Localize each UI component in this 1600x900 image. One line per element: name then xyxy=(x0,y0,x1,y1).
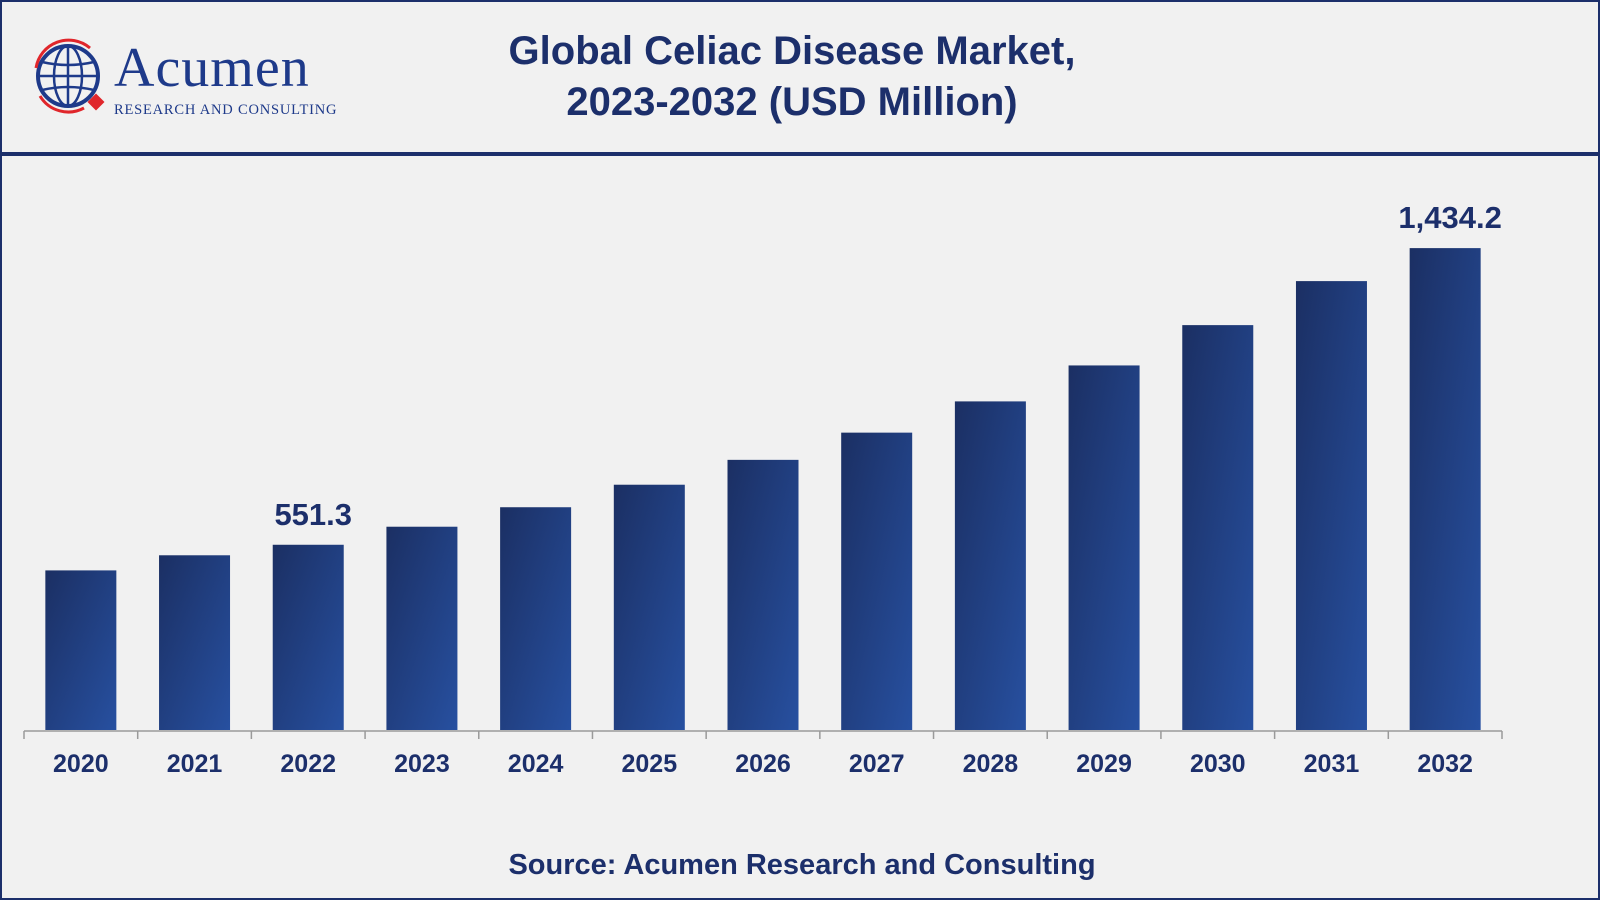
chart-title: Global Celiac Disease Market, 2023-2032 … xyxy=(402,26,1182,128)
data-label-2022: 551.3 xyxy=(274,497,352,532)
x-tick-label: 2024 xyxy=(508,750,564,778)
x-tick-label: 2029 xyxy=(1076,750,1132,778)
x-tick-label: 2027 xyxy=(849,750,905,778)
x-tick-label: 2025 xyxy=(621,750,677,778)
x-tick-label: 2030 xyxy=(1190,750,1246,778)
bar-2023 xyxy=(386,526,458,730)
x-tick-label: 2028 xyxy=(963,750,1019,778)
brand-logo: Acumen RESEARCH AND CONSULTING xyxy=(32,36,372,120)
globe-icon xyxy=(34,38,105,114)
x-tick-label: 2031 xyxy=(1304,750,1360,778)
brand-name: Acumen xyxy=(114,37,310,99)
brand-tagline: RESEARCH AND CONSULTING xyxy=(114,102,338,118)
x-tick-label: 2022 xyxy=(280,750,336,778)
bar-chart: 2020 2021 2022 2023 2024 2025 2026 2027 2028 2029… xyxy=(23,200,1503,778)
bar-2027 xyxy=(841,432,913,730)
x-tick-label: 2023 xyxy=(394,750,450,778)
bar-2020 xyxy=(45,570,117,730)
bar-2032 xyxy=(1409,248,1481,730)
bar-2031 xyxy=(1295,281,1367,730)
bar-2026 xyxy=(727,459,799,730)
data-label-2032: 1,434.2 xyxy=(1398,200,1501,235)
chart-title-line-2: 2023-2032 (USD Million) xyxy=(566,80,1018,124)
header: Acumen RESEARCH AND CONSULTING Global Ce… xyxy=(2,2,1598,156)
bar-2030 xyxy=(1182,325,1254,730)
bar-2029 xyxy=(1068,365,1140,730)
bar-2022 xyxy=(272,544,344,730)
chart-title-line-1: Global Celiac Disease Market, xyxy=(508,29,1076,73)
x-tick-label: 2020 xyxy=(53,750,109,778)
bar-2021 xyxy=(159,555,231,730)
bar-2025 xyxy=(613,484,685,730)
chart-source: Source: Acumen Research and Consulting xyxy=(508,849,1096,881)
bar-2024 xyxy=(500,507,572,730)
x-tick-label: 2021 xyxy=(167,750,223,778)
bar-2028 xyxy=(954,401,1026,730)
x-tick-label: 2026 xyxy=(735,750,791,778)
x-tick-label: 2032 xyxy=(1417,750,1473,778)
